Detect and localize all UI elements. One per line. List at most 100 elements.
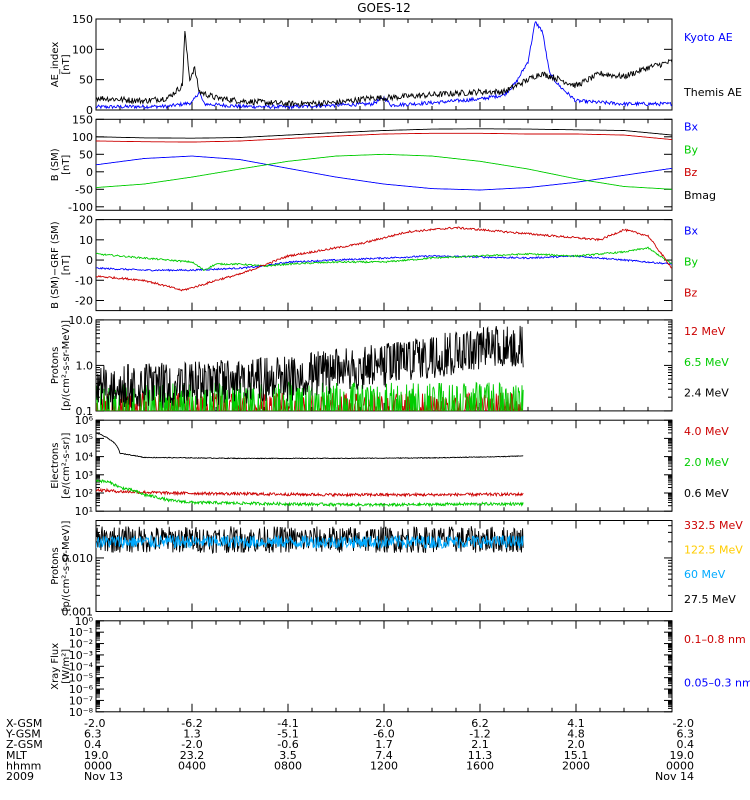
- y-axis-label: Protons[p/(cm²-s-sr-MeV)]: [50, 320, 72, 411]
- y-tick-label: 50: [79, 148, 93, 161]
- series-line-2-0-mev: [96, 479, 524, 508]
- y-tick-label: -100: [68, 201, 93, 214]
- ephemeris-row-label: Z-GSM: [6, 738, 43, 751]
- panel-5: 10¹ 10² 10³ 10⁴ 10⁵ 10⁶Electrons[e/(cm²-s-sr)…: [50, 414, 729, 518]
- legend-entry: 27.5 MeV: [684, 593, 736, 606]
- ephemeris-value: 2.1: [471, 738, 489, 751]
- y-tick-label: 0: [86, 166, 93, 179]
- y-tick-label: 10⁴: [75, 451, 94, 464]
- series-line-bmag: [96, 128, 672, 139]
- ephemeris-value: Nov 13: [84, 770, 123, 783]
- legend-entry: 12 MeV: [684, 325, 726, 338]
- y-axis-label: B (SM)−GRF (SM)[nT]: [50, 221, 72, 309]
- y-tick-label: 10⁻⁵: [69, 672, 93, 685]
- ephemeris-value: -2.0: [181, 738, 202, 751]
- ephemeris-value: 7.4: [375, 749, 393, 762]
- y-tick-label: 10⁻⁶: [69, 683, 94, 696]
- y-tick-label: 10⁶: [75, 414, 94, 427]
- legend-entry: 0.05–0.3 nm: [684, 677, 750, 690]
- series-line-bx: [96, 254, 672, 272]
- legend-entry: 122.5 MeV: [684, 544, 743, 557]
- panel-frame: [95, 419, 673, 512]
- y-tick-label: -50: [75, 183, 93, 196]
- y-tick-label: 10.0: [69, 314, 94, 327]
- panel-2: -100 -50 0 50 100 150 B (SM)[nT] Bx By Bz Bmag: [50, 113, 716, 214]
- series-line-4-0-mev: [96, 487, 524, 498]
- series-line-themis-ae: [96, 30, 672, 108]
- ephemeris-value: 4.1: [567, 717, 585, 730]
- ephemeris-value: 1.3: [183, 728, 201, 741]
- ephemeris-value: -2.0: [673, 717, 694, 730]
- ephemeris-value: -1.2: [469, 728, 490, 741]
- ephemeris-value: 6.3: [677, 728, 695, 741]
- ephemeris-row-label: Y-GSM: [5, 728, 41, 741]
- ephemeris-value: 0800: [274, 759, 302, 772]
- chart-title: GOES-12: [357, 1, 411, 15]
- ephemeris-value: -5.1: [277, 728, 298, 741]
- y-tick-label: 10²: [75, 487, 93, 500]
- ephemeris-value: 2.0: [375, 717, 393, 730]
- series-line-2-4-mev: [96, 325, 524, 411]
- panel-frame: [95, 118, 673, 211]
- legend-entry: By: [684, 255, 699, 268]
- series-line-bz: [96, 132, 672, 143]
- series-line-by: [96, 246, 672, 272]
- legend-entry: 332.5 MeV: [684, 519, 743, 532]
- legend-entry: Kyoto AE: [684, 31, 733, 44]
- legend-entry: Bmag: [684, 189, 716, 202]
- y-axis-label: Protons[p/(cm²-s-sr-MeV)]: [50, 520, 72, 611]
- panel-frame: [95, 219, 673, 312]
- ephemeris-value: 0.4: [84, 738, 102, 751]
- ephemeris-value: 3.5: [279, 749, 297, 762]
- ephemeris-value: -6.2: [181, 717, 202, 730]
- series-line-60-mev: [96, 534, 524, 550]
- y-tick-label: 10⁵: [75, 432, 93, 445]
- ephemeris-value: 19.0: [84, 749, 109, 762]
- y-tick-label: 150: [72, 13, 93, 26]
- legend-entry: Bz: [684, 286, 698, 299]
- ephemeris-value: 4.8: [567, 728, 585, 741]
- y-tick-label: 0: [86, 254, 93, 267]
- y-tick-label: 50: [79, 74, 93, 87]
- ephemeris-value: 15.1: [564, 749, 589, 762]
- ephemeris-row-label: X-GSM: [6, 717, 42, 730]
- series-line-bz: [96, 226, 672, 292]
- ephemeris-value: Nov 14: [655, 770, 694, 783]
- ephemeris-value: 2000: [562, 759, 590, 772]
- ephemeris-value: 1.7: [375, 738, 393, 751]
- panel-3: -20 -10 0 10 20 B (SM)−GRF (SM)[nT] Bx By Bz: [50, 214, 699, 312]
- ephemeris-value: 0000: [666, 759, 694, 772]
- ephemeris-value: 23.2: [180, 749, 205, 762]
- ephemeris-row-label: MLT: [6, 749, 27, 762]
- panel-frame: [95, 620, 673, 713]
- ephemeris-value: 0400: [178, 759, 206, 772]
- y-tick-label: 100: [72, 131, 93, 144]
- y-tick-label: 10⁻⁷: [69, 694, 93, 707]
- y-tick-label: 10: [79, 234, 93, 247]
- ephemeris-row-label: hhmm: [6, 759, 41, 772]
- y-tick-label: 0.1: [76, 405, 94, 418]
- panel-1: 0 50 100 150 AE_index[nT] Kyoto AE Themis AE: [50, 13, 742, 117]
- legend-entry: 2.0 MeV: [684, 456, 729, 469]
- series-line-bx: [96, 155, 672, 191]
- legend-entry: By: [684, 143, 699, 156]
- y-tick-label: 1.0: [76, 359, 94, 372]
- y-axis-label: B (SM)[nT]: [50, 148, 72, 181]
- y-tick-label: 10¹: [75, 505, 93, 518]
- ephemeris-value: 6.3: [84, 728, 102, 741]
- legend-entry: Themis AE: [683, 86, 742, 99]
- y-tick-label: 10⁻⁸: [69, 706, 94, 719]
- series-line-by: [96, 153, 672, 190]
- legend-entry: 60 MeV: [684, 568, 726, 581]
- ephemeris-row-label: 2009: [6, 770, 34, 783]
- legend-entry: Bx: [684, 225, 699, 238]
- legend-entry: Bx: [684, 121, 699, 134]
- legend-entry: 6.5 MeV: [684, 356, 729, 369]
- ephemeris-value: -2.0: [84, 717, 105, 730]
- y-tick-label: 10⁻⁴: [69, 660, 94, 673]
- y-tick-label: 10³: [75, 469, 93, 482]
